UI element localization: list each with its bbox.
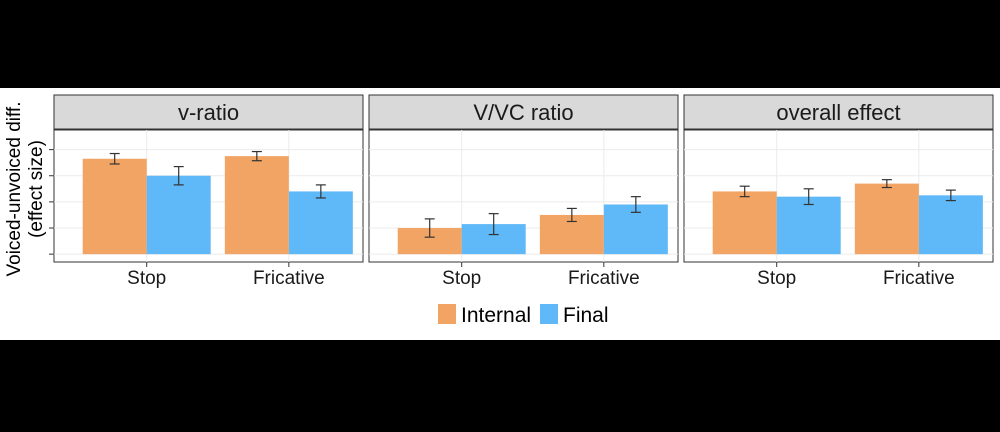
bar-overall-effect-stop-final xyxy=(776,196,841,255)
panel-strip-v-ratio xyxy=(53,94,364,130)
bar-overall-effect-fricative-final xyxy=(918,195,983,255)
x-tick-label-v-ratio-fricative: Fricative xyxy=(253,268,325,289)
x-tick-label-overall-effect-stop: Stop xyxy=(757,268,796,289)
legend-swatch-internal xyxy=(438,304,456,324)
bar-v-ratio-stop-internal xyxy=(82,158,147,255)
bar-v-ratio-fricative-final xyxy=(288,191,353,255)
x-tick-label-v-vc-ratio-stop: Stop xyxy=(442,268,481,289)
bar-v-ratio-stop-final xyxy=(146,175,211,255)
legend: Internal Final xyxy=(438,304,609,327)
legend-swatch-final xyxy=(540,304,558,324)
x-tick-label-v-vc-ratio-fricative: Fricative xyxy=(568,268,640,289)
legend-label-final: Final xyxy=(563,304,609,327)
y-axis-label-line-1: Voiced-unvoiced diff. xyxy=(4,102,25,277)
x-tick-label-overall-effect-fricative: Fricative xyxy=(883,268,955,289)
x-tick-label-v-ratio-stop: Stop xyxy=(127,268,166,289)
bar-overall-effect-stop-internal xyxy=(712,191,777,255)
panel-strip-v-vc-ratio xyxy=(368,94,679,130)
panel-strip-overall-effect xyxy=(683,94,994,130)
bar-overall-effect-fricative-internal xyxy=(854,183,919,255)
legend-label-internal: Internal xyxy=(461,304,531,327)
panel-title-v-ratio: v-ratio xyxy=(178,100,239,125)
chart-panels: v-ratio Stop Fricative V/VC ratio Stop Fricat… xyxy=(49,94,994,289)
y-axis-label-line-2: (effect size) xyxy=(26,140,47,238)
bar-v-ratio-fricative-internal xyxy=(224,156,289,255)
panel-title-overall-effect: overall effect xyxy=(776,100,900,125)
panel-title-v-vc-ratio: V/VC ratio xyxy=(473,100,573,125)
